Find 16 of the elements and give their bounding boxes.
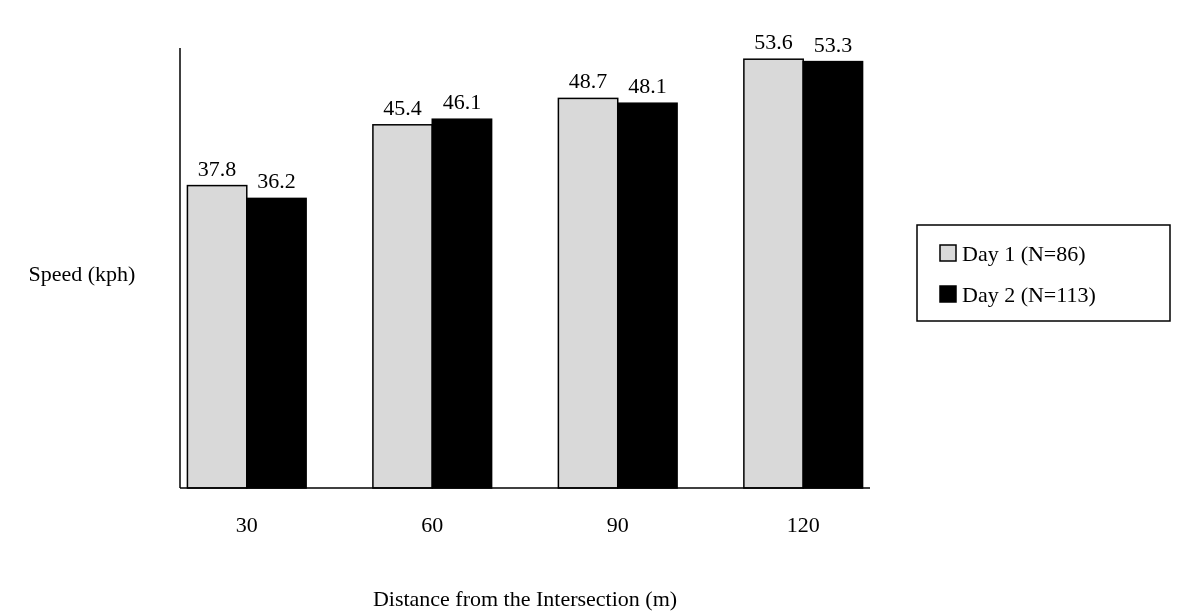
data-label: 46.1 [442,89,482,115]
data-label: 53.6 [754,29,793,55]
x-tick-label: 120 [786,512,820,537]
data-label: 53.3 [813,31,853,57]
data-label: 48.1 [628,73,667,99]
legend-label: Day 1 (N=86) [962,241,1086,266]
y-axis-title: Speed (kph) [28,261,136,286]
x-tick-label: 90 [606,512,629,537]
x-tick-label: 30 [235,512,258,537]
data-label: 45.4 [383,94,422,120]
data-label: 36.2 [257,168,296,194]
data-label: 37.8 [197,155,237,181]
data-label: 48.7 [568,68,608,94]
legend-label: Day 2 (N=113) [962,282,1096,307]
x-tick-label: 60 [421,512,444,537]
x-axis-title: Distance from the Intersection (m) [372,586,678,611]
